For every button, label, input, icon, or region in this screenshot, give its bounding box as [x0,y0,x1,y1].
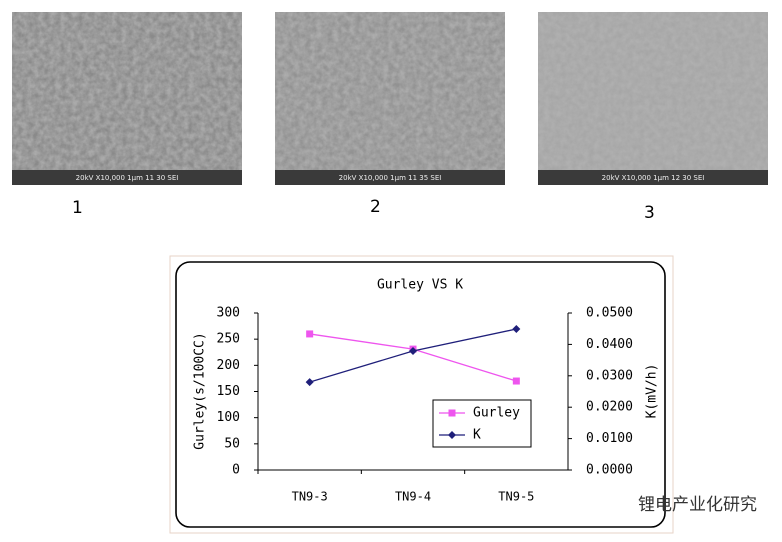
x-tick-label: TN9-3 [292,490,328,504]
figure-label: 2 [370,197,381,217]
chart-border [169,255,674,534]
legend-label: K [473,428,481,443]
y-tick-label: 200 [217,358,240,373]
point [448,431,456,439]
y-tick-label: 0 [232,463,240,478]
figure-label: 1 [72,198,83,218]
y-axis-label: Gurley(s/100CC) [193,332,208,449]
y2-tick-label: 0.0000 [586,463,633,478]
sem-strip [538,170,768,185]
x-tick-label: TN9-4 [395,490,431,504]
sem-image [12,12,242,185]
sem-caption: 20kV X10,000 1μm 12 30 SEI [602,174,705,182]
sem-caption: 20kV X10,000 1μm 11 35 SEI [339,174,442,182]
legend-box [432,399,532,448]
x-tick-label: TN9-5 [498,490,534,504]
y2-tick-label: 0.0100 [586,431,633,446]
y-tick-label: 300 [217,306,240,321]
y2-axis-label: K(mV/h) [645,364,660,419]
sem-image [538,12,768,185]
sem-image [275,12,505,185]
point [448,409,456,417]
y-tick-label: 100 [217,410,240,425]
point [512,325,521,334]
point [306,330,314,338]
figure-label: 3 [644,203,655,223]
y-tick-label: 250 [217,332,240,347]
point [512,377,520,385]
chart-frame [175,261,666,528]
y2-tick-label: 0.0400 [586,337,633,352]
point [305,378,314,387]
y-tick-label: 50 [224,436,240,451]
legend-label: Gurley [473,406,520,421]
sem-strip [275,170,505,185]
y2-tick-label: 0.0500 [586,306,633,321]
y2-tick-label: 0.0200 [586,400,633,415]
chart-title: Gurley VS K [377,278,463,293]
watermark: 锂电产业化研究 [638,495,757,515]
sem-strip [12,170,242,185]
y2-tick-label: 0.0300 [586,368,633,383]
point [409,346,417,355]
y-tick-label: 150 [217,384,240,399]
sem-caption: 20kV X10,000 1μm 11 30 SEI [76,174,179,182]
